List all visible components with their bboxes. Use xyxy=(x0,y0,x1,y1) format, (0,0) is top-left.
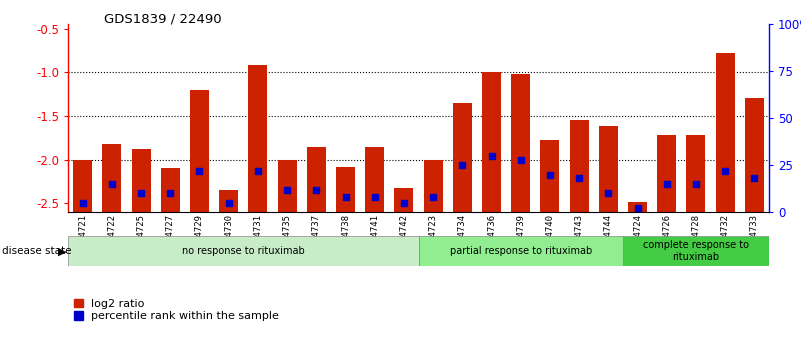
Bar xyxy=(628,202,647,212)
Bar xyxy=(336,167,355,212)
Text: partial response to rituximab: partial response to rituximab xyxy=(449,246,592,256)
Legend: log2 ratio, percentile rank within the sample: log2 ratio, percentile rank within the s… xyxy=(74,299,280,321)
Text: no response to rituximab: no response to rituximab xyxy=(182,246,304,256)
Bar xyxy=(161,168,179,212)
Bar xyxy=(365,147,384,212)
Bar xyxy=(278,160,296,212)
Text: ▶: ▶ xyxy=(58,246,66,256)
Bar xyxy=(686,135,706,212)
Text: disease state: disease state xyxy=(2,246,71,256)
Bar xyxy=(658,135,676,212)
Bar xyxy=(219,190,238,212)
Bar xyxy=(131,149,151,212)
Bar xyxy=(103,144,122,212)
Bar xyxy=(745,98,764,212)
Bar xyxy=(511,74,530,212)
Bar xyxy=(418,236,623,266)
Bar xyxy=(424,160,443,212)
Bar xyxy=(190,90,209,212)
Bar xyxy=(453,103,472,212)
Bar xyxy=(541,140,559,212)
Bar xyxy=(715,53,735,212)
Bar xyxy=(68,236,418,266)
Text: GDS1839 / 22490: GDS1839 / 22490 xyxy=(104,12,222,25)
Bar xyxy=(248,65,268,212)
Bar xyxy=(307,147,326,212)
Bar xyxy=(570,120,589,212)
Text: complete response to
rituximab: complete response to rituximab xyxy=(643,240,749,262)
Bar xyxy=(599,127,618,212)
Bar xyxy=(394,188,413,212)
Bar xyxy=(482,72,501,212)
Bar xyxy=(623,236,769,266)
Bar xyxy=(73,160,92,212)
